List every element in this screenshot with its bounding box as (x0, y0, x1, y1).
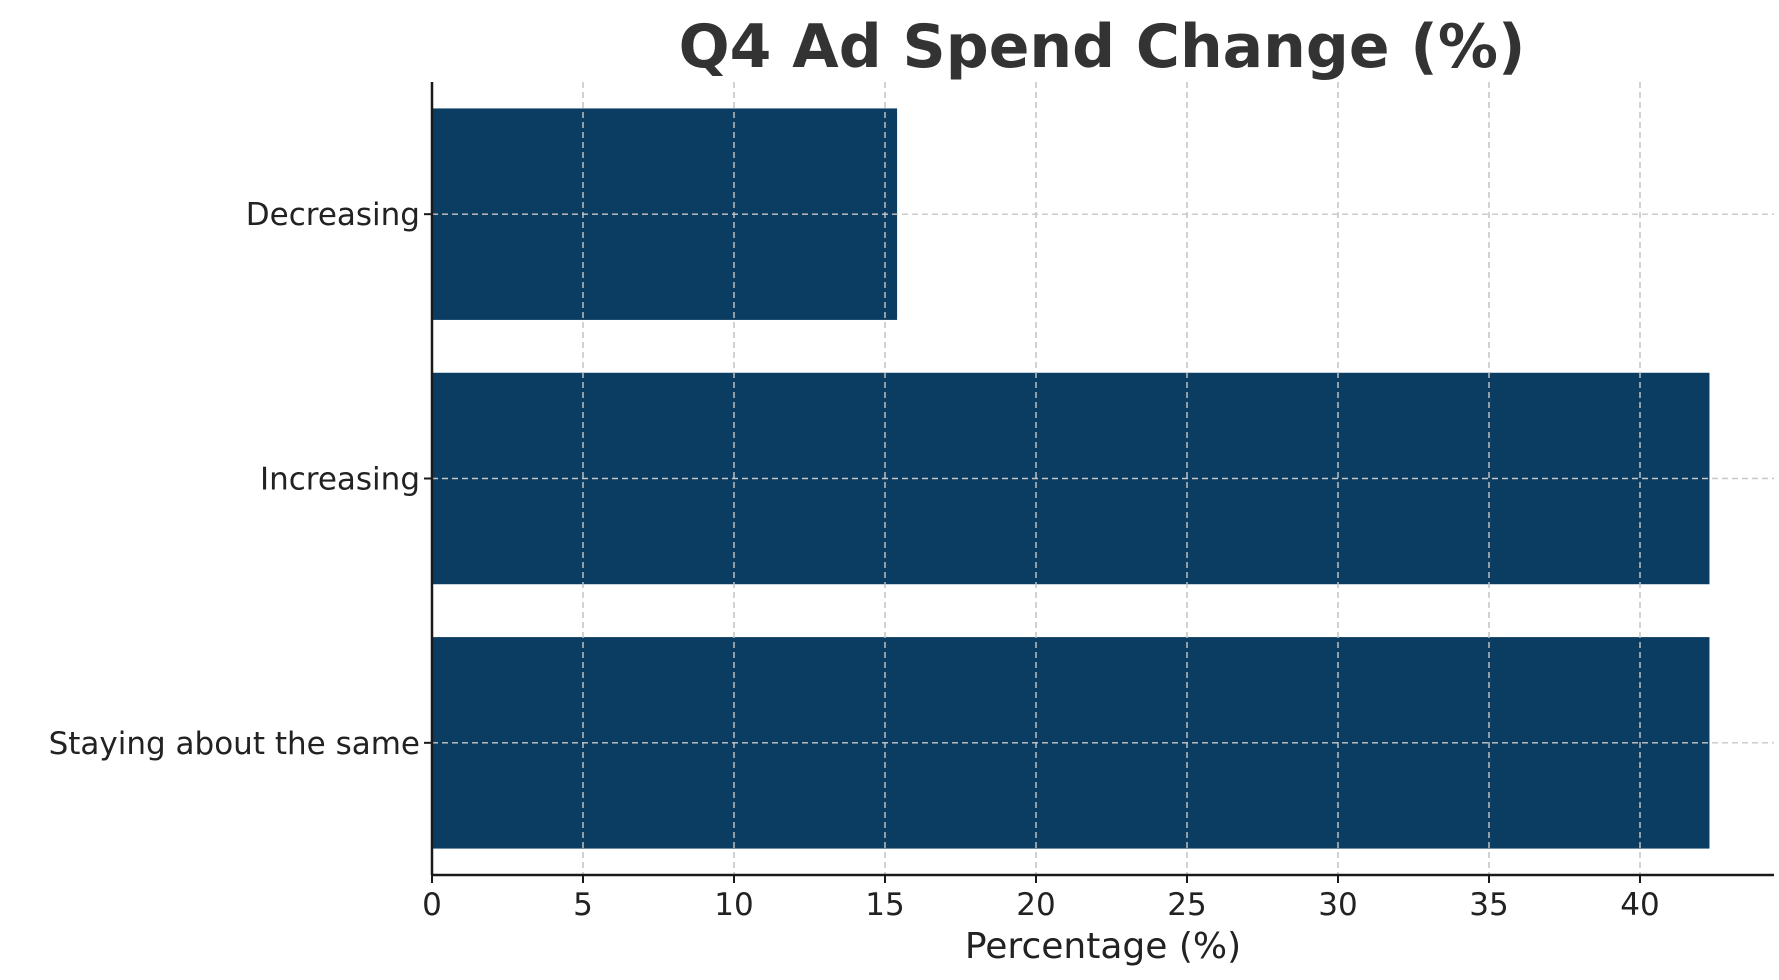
y-tick-labels: Staying about the same Increasing Decreasi… (49, 197, 432, 762)
bars (432, 82, 1774, 875)
x-tick-label: 25 (1167, 887, 1206, 923)
x-tick-label: 20 (1016, 887, 1055, 923)
chart-title: Q4 Ad Spend Change (%) (679, 12, 1526, 82)
y-tick-label: Decreasing (246, 197, 420, 233)
y-tick-label: Increasing (260, 462, 420, 498)
x-tick-label: 10 (714, 887, 753, 923)
x-axis-label: Percentage (%) (965, 926, 1241, 967)
x-tick-label: 5 (573, 887, 593, 923)
y-tick-label: Staying about the same (49, 726, 420, 762)
x-tick-label: 15 (865, 887, 904, 923)
x-tick-label: 30 (1318, 887, 1357, 923)
x-tick-label: 40 (1620, 887, 1659, 923)
x-tick-label: 35 (1469, 887, 1508, 923)
x-tick-label: 0 (422, 887, 442, 923)
x-ticks: 0 5 10 15 20 25 30 35 40 (422, 875, 1660, 923)
